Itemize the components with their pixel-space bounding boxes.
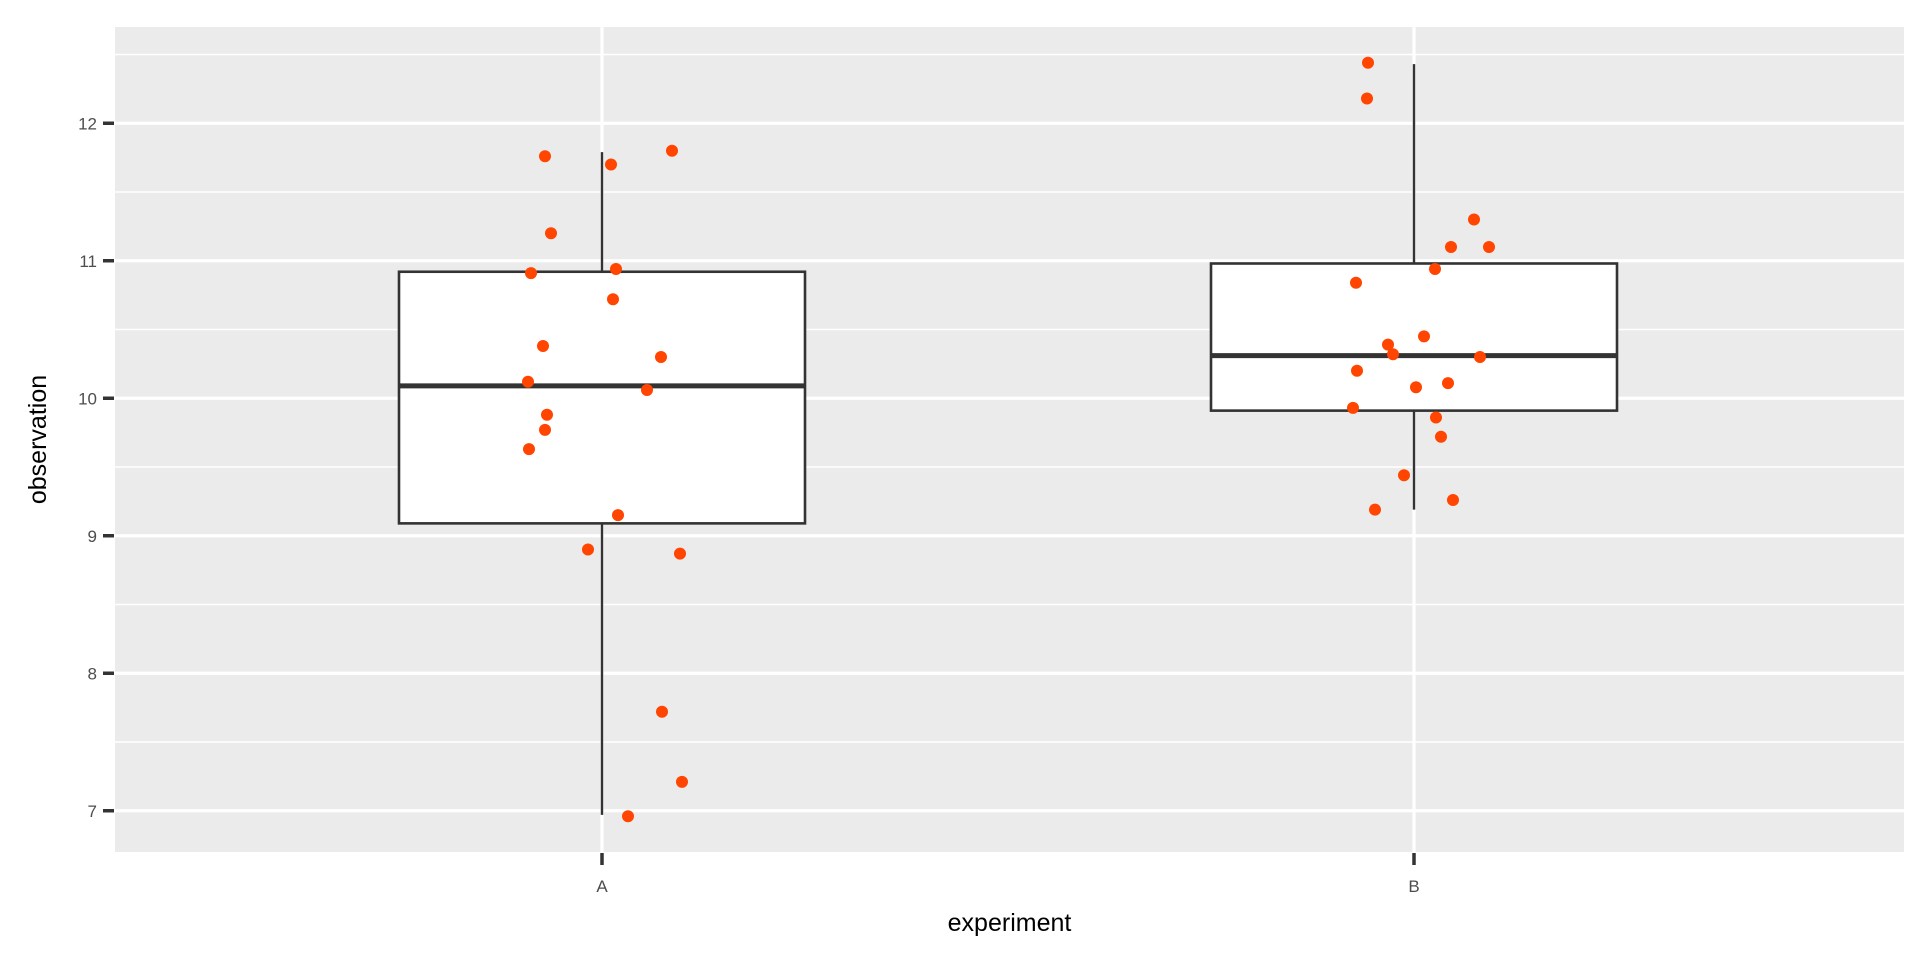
data-point-A [605, 158, 617, 171]
data-point-A [666, 144, 678, 157]
data-point-A [537, 340, 549, 352]
x-axis-title: experiment [948, 909, 1072, 937]
data-point-B [1435, 430, 1447, 443]
y-tick-label: 8 [88, 664, 97, 683]
data-point-B [1369, 503, 1381, 516]
data-point-B [1418, 330, 1430, 343]
data-point-A [539, 150, 551, 163]
data-point-B [1362, 56, 1374, 69]
data-point-A [655, 351, 667, 363]
y-axis-title: observation [24, 375, 52, 504]
data-point-B [1468, 213, 1480, 226]
data-point-B [1351, 364, 1363, 377]
data-point-A [641, 384, 653, 396]
data-point-B [1483, 241, 1495, 253]
data-point-A [582, 543, 594, 556]
data-point-A [622, 810, 634, 823]
data-point-B [1474, 351, 1486, 363]
x-tick-label: B [1408, 877, 1419, 896]
y-tick-label: 10 [78, 389, 97, 408]
y-tick-label: 9 [88, 527, 97, 546]
box-A [397, 152, 807, 815]
data-point-B [1430, 411, 1442, 424]
x-tick-label: A [596, 877, 608, 896]
y-tick-label: 12 [78, 114, 97, 133]
jitter-points [522, 56, 1495, 823]
data-point-B [1410, 381, 1422, 394]
y-tick-label: 11 [79, 252, 97, 271]
data-point-B [1398, 469, 1410, 482]
data-point-A [522, 375, 534, 388]
data-point-A [525, 267, 537, 280]
data-point-A [541, 408, 553, 421]
data-point-B [1382, 338, 1394, 351]
data-point-A [523, 443, 535, 456]
data-point-B [1350, 276, 1362, 289]
data-point-B [1347, 401, 1359, 414]
data-point-B [1387, 348, 1399, 361]
data-point-A [610, 263, 622, 275]
boxes [397, 64, 1619, 815]
data-point-A [612, 509, 624, 522]
data-point-A [676, 775, 688, 788]
y-tick-label: 7 [88, 802, 97, 821]
data-point-B [1445, 241, 1457, 253]
data-point-B [1361, 92, 1373, 105]
data-point-B [1429, 263, 1441, 275]
plot-panel [115, 27, 1904, 852]
data-point-A [674, 547, 686, 560]
data-point-A [539, 423, 551, 436]
y-axis: 7 8 9 10 11 12 [78, 114, 114, 821]
box-iqr [397, 270, 807, 525]
data-point-B [1442, 377, 1454, 390]
data-point-B [1447, 494, 1459, 506]
data-point-A [545, 227, 557, 240]
data-point-A [607, 293, 619, 306]
data-point-A [656, 705, 668, 718]
